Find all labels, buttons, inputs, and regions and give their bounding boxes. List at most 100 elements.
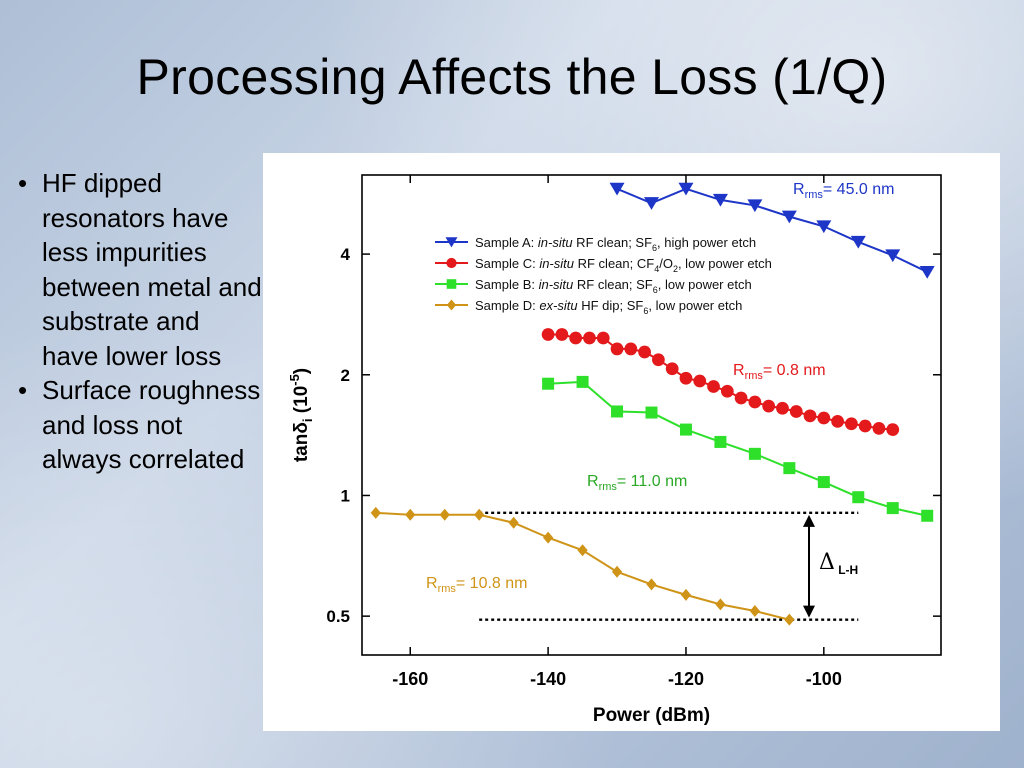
data-point — [646, 578, 657, 591]
data-point — [439, 508, 450, 521]
legend-text: , low power etch — [658, 277, 752, 292]
annotation-r: R — [793, 181, 805, 198]
data-point — [577, 544, 588, 557]
data-point — [845, 417, 858, 431]
chart-panel: Δ L-H Sample A: in-situ RF clean; SF6, h… — [263, 153, 1000, 731]
x-tick-label: -100 — [806, 669, 842, 689]
legend-label: Sample B: in-situ RF clean; SF6, low pow… — [475, 277, 752, 295]
annotation-r: R — [426, 575, 438, 592]
annotation-value: = 0.8 nm — [763, 362, 826, 379]
series-line — [616, 187, 928, 273]
legend-text: in-situ — [539, 277, 574, 292]
annotation-rrms-c: Rrms= 0.8 nm — [733, 362, 826, 382]
data-point — [555, 328, 569, 341]
data-point — [817, 476, 830, 489]
bullet-text: Surface roughness and loss not always co… — [42, 375, 261, 474]
data-point — [693, 374, 707, 388]
annotation-rrms-a: Rrms= 45.0 nm — [793, 181, 895, 201]
legend-label: Sample C: in-situ RF clean; CF4/O2, low … — [475, 256, 772, 274]
legend-label: Sample D: ex-situ HF dip; SF6, low power… — [475, 298, 742, 316]
data-point — [445, 237, 458, 248]
data-point — [446, 279, 457, 289]
data-point — [919, 265, 935, 279]
legend-sub: 4 — [654, 264, 659, 274]
y-tick-label: 4 — [341, 245, 351, 264]
annotation-r: R — [587, 473, 599, 490]
data-point — [886, 423, 900, 436]
data-point — [610, 342, 624, 356]
annotation-value: = 45.0 nm — [823, 181, 895, 198]
data-point — [583, 331, 596, 345]
bullet-dot-icon: • — [18, 168, 28, 198]
series-0 — [609, 182, 935, 279]
data-point — [652, 353, 665, 367]
data-point — [508, 516, 519, 529]
legend-text: RF clean; SF — [573, 277, 653, 292]
annotation-value: = 10.8 nm — [456, 575, 528, 592]
data-point — [542, 377, 555, 390]
legend-label: Sample A: in-situ RF clean; SF6, high po… — [475, 235, 756, 253]
y-label-main: tanδ — [291, 422, 312, 462]
data-point — [783, 462, 796, 475]
y-label-unit: (10 — [291, 386, 312, 419]
data-point — [679, 423, 692, 436]
y-label-unit-close: ) — [291, 368, 312, 374]
legend-sub: 6 — [643, 306, 648, 316]
data-point — [678, 182, 694, 196]
data-point — [852, 491, 865, 504]
data-point — [638, 345, 651, 359]
delta-label: Δ L-H — [819, 550, 858, 577]
bullet-text: HF dipped resonators have less impuritie… — [42, 168, 262, 371]
legend-text: , low power etch — [648, 298, 742, 313]
bullet-list: • HF dipped resonators have less impurit… — [12, 166, 262, 477]
data-point — [569, 331, 583, 345]
series-2 — [542, 375, 934, 522]
data-point — [872, 422, 886, 435]
annotation-value: = 11.0 nm — [617, 473, 687, 490]
annotation-sub: rms — [805, 189, 824, 201]
legend-text: , low power etch — [678, 256, 772, 271]
data-point — [817, 411, 831, 425]
data-point — [611, 405, 624, 418]
delta-arrow-head-up-icon — [803, 514, 815, 527]
data-point — [543, 531, 554, 544]
data-point — [831, 415, 844, 428]
data-point — [474, 508, 485, 521]
y-label-exponent: -5 — [287, 374, 302, 386]
bullet-dot-icon: • — [18, 375, 28, 405]
x-tick-label: -160 — [392, 669, 428, 689]
data-point — [748, 395, 762, 409]
annotation-sub: rms — [745, 370, 764, 382]
data-point — [781, 210, 797, 224]
bullet-item: • HF dipped resonators have less impurit… — [12, 166, 262, 373]
data-point — [885, 249, 901, 263]
x-tick-label: -140 — [530, 669, 566, 689]
data-point — [858, 419, 872, 433]
legend-text: ex-situ — [539, 298, 577, 313]
data-point — [715, 598, 726, 611]
data-point — [665, 362, 679, 376]
loss-tangent-chart: Δ L-H Sample A: in-situ RF clean; SF6, h… — [287, 174, 942, 726]
bullet-item: • Surface roughness and loss not always … — [12, 373, 262, 477]
data-point — [679, 371, 693, 385]
legend-text: Sample A: — [475, 235, 538, 250]
legend-text: in-situ — [538, 235, 573, 250]
legend-sub: 2 — [673, 264, 678, 274]
data-point — [644, 197, 659, 210]
y-axis-label: tanδi (10-5) — [287, 368, 315, 462]
data-point — [850, 235, 866, 249]
y-tick-label: 1 — [341, 486, 350, 505]
data-point — [541, 328, 555, 341]
data-point — [714, 435, 727, 448]
data-point — [645, 406, 658, 419]
slide-title: Processing Affects the Loss (1/Q) — [136, 49, 888, 105]
data-point — [624, 342, 638, 356]
data-point — [776, 401, 789, 415]
series-line — [548, 333, 893, 431]
data-point — [749, 605, 760, 618]
legend-text: Sample C: — [475, 256, 539, 271]
data-point — [446, 299, 457, 311]
delta-arrow-head-down-icon — [803, 605, 815, 618]
x-tick-label: -120 — [668, 669, 704, 689]
legend-text: RF clean; SF — [573, 235, 653, 250]
